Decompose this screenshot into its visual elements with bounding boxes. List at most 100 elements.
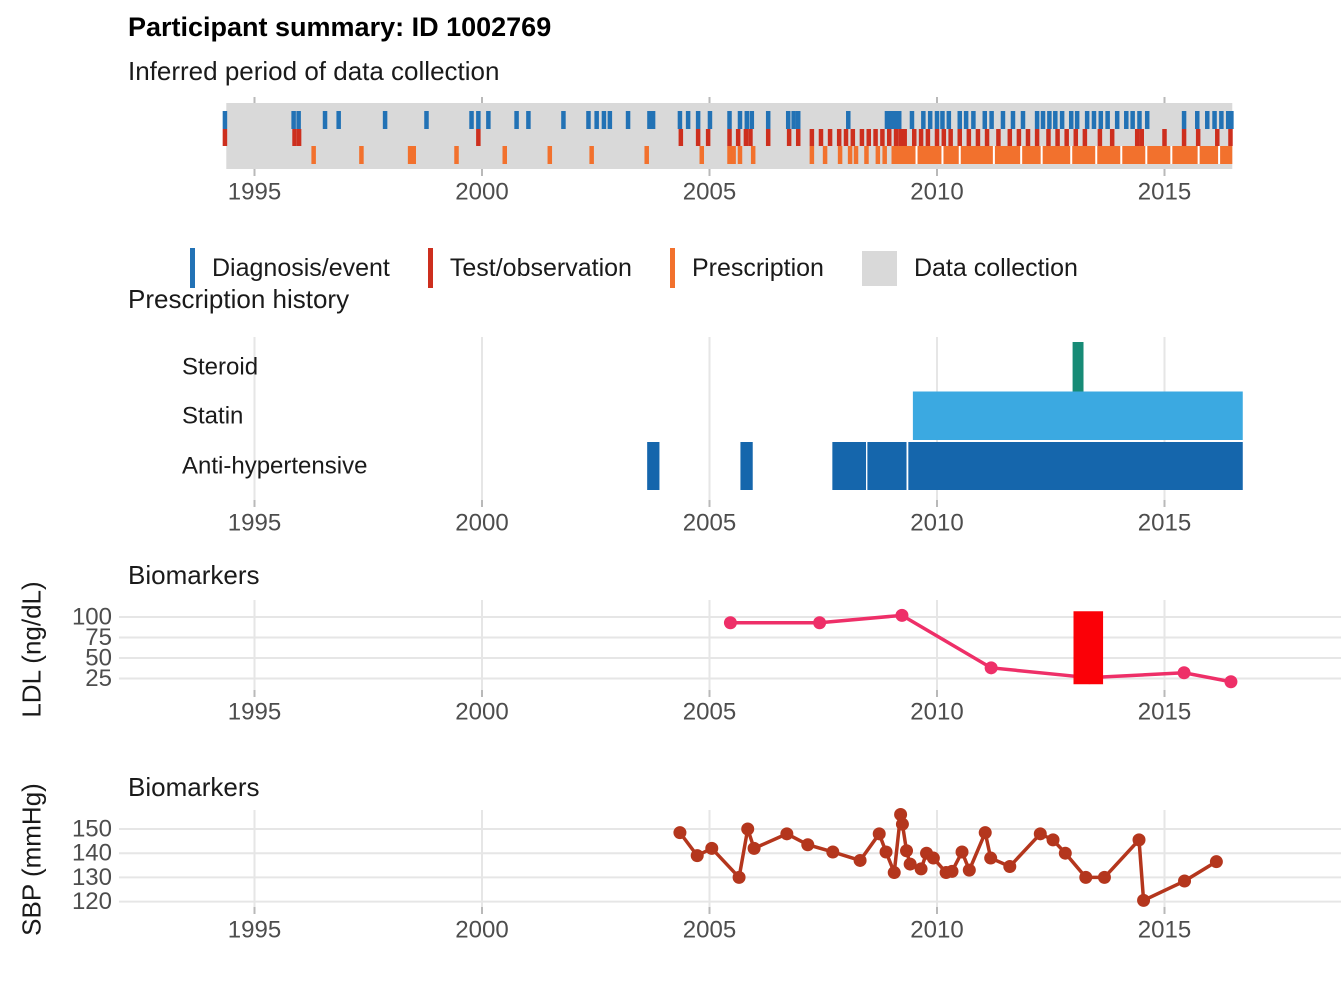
data-point [926,851,940,865]
band-gap [1145,146,1148,164]
data-point [1178,874,1192,888]
event-tick [1059,111,1065,129]
event-tick [1130,111,1135,129]
event-tick [918,129,924,146]
data-point [1079,870,1093,884]
event-tick [902,129,907,146]
event-tick [1212,111,1217,129]
legend-item-data-collection: Data collection [861,250,1078,286]
event-tick [359,146,364,164]
event-tick [296,111,301,129]
data-point [1046,833,1060,847]
y-tick-label: 75 [85,624,112,651]
band-gap [1218,146,1221,164]
legend-label: Diagnosis/event [212,253,390,282]
data-point [780,827,794,841]
event-tick [847,146,853,164]
event-tick [1068,111,1074,129]
band-gap [1120,146,1123,164]
event-tick [749,111,755,129]
event-tick [1139,129,1144,146]
event-tick [765,129,771,146]
event-tick [1016,129,1022,146]
band-gap [915,146,918,164]
data-point [984,851,998,865]
event-tick [336,111,341,129]
event-tick [893,129,899,146]
data-point [978,826,992,840]
event-tick [836,129,842,146]
prescription-bar-anti-hypertensive [832,442,867,490]
legend-item-diagnosis-event: Diagnosis/event [190,248,390,288]
event-tick [975,129,981,146]
data-point [801,838,815,852]
event-tick [748,129,753,146]
event-tick [644,146,649,164]
event-tick [827,129,833,146]
legend-label: Test/observation [449,253,632,282]
event-tick [547,146,553,164]
event-tick [795,111,801,129]
data-point [853,853,867,867]
event-tick [809,129,815,146]
event-tick [222,111,228,129]
event-tick [1064,129,1069,146]
event-tick [647,111,652,129]
category-label: Statin [182,402,243,429]
event-tick [850,129,856,146]
event-tick [677,111,683,129]
prescription-bar-steroid [1072,342,1084,392]
event-tick [963,111,969,129]
event-tick [875,146,881,164]
event-tick [982,111,988,129]
event-tick [727,146,732,164]
event-tick [476,111,481,129]
x-tick-label: 2010 [910,917,963,944]
event-tick [1124,111,1129,129]
x-tick-label: 2000 [455,699,508,726]
data-point [1058,846,1072,860]
event-tick [454,146,459,164]
prescription-bar-statin [912,391,1243,440]
event-tick [737,111,743,129]
event-tick [1040,111,1046,129]
event-tick [1144,111,1150,129]
event-tick [1097,129,1103,146]
event-tick [892,111,898,129]
event-tick [411,146,416,164]
event-tick [957,129,962,146]
prescription-history-chart: Steroid Statin Anti-hypertensive 1995 2000 20… [182,337,1243,537]
data-point [1097,870,1111,884]
event-tick [291,111,296,129]
biomarker-line [730,613,1232,684]
event-tick [1109,129,1115,146]
event-tick [880,129,885,146]
event-tick [1010,111,1016,129]
event-tick [731,146,736,164]
event-tick [1020,111,1026,129]
event-tick [791,111,796,129]
y-tick-label: 25 [85,665,112,692]
event-tick [311,146,316,164]
data-point [813,616,827,630]
event-tick [750,146,756,164]
y-tick-label: 100 [72,604,112,631]
y-tick-label: 120 [72,888,112,915]
event-tick [322,111,328,129]
category-label: Anti-hypertensive [182,453,367,480]
data-point [914,862,928,876]
event-tick [586,111,591,129]
event-tick [1219,111,1224,129]
event-tick [744,111,750,129]
data-point [705,841,719,855]
event-tick [735,129,741,146]
event-tick [292,129,297,146]
band-gap [958,146,961,164]
prescription-bar-anti-hypertensive [647,442,660,490]
event-tick [1055,129,1060,146]
data-point [690,849,704,863]
y-tick-label: 130 [72,864,112,891]
prescription-bar-anti-hypertensive [740,442,753,490]
event-tick [971,111,976,129]
